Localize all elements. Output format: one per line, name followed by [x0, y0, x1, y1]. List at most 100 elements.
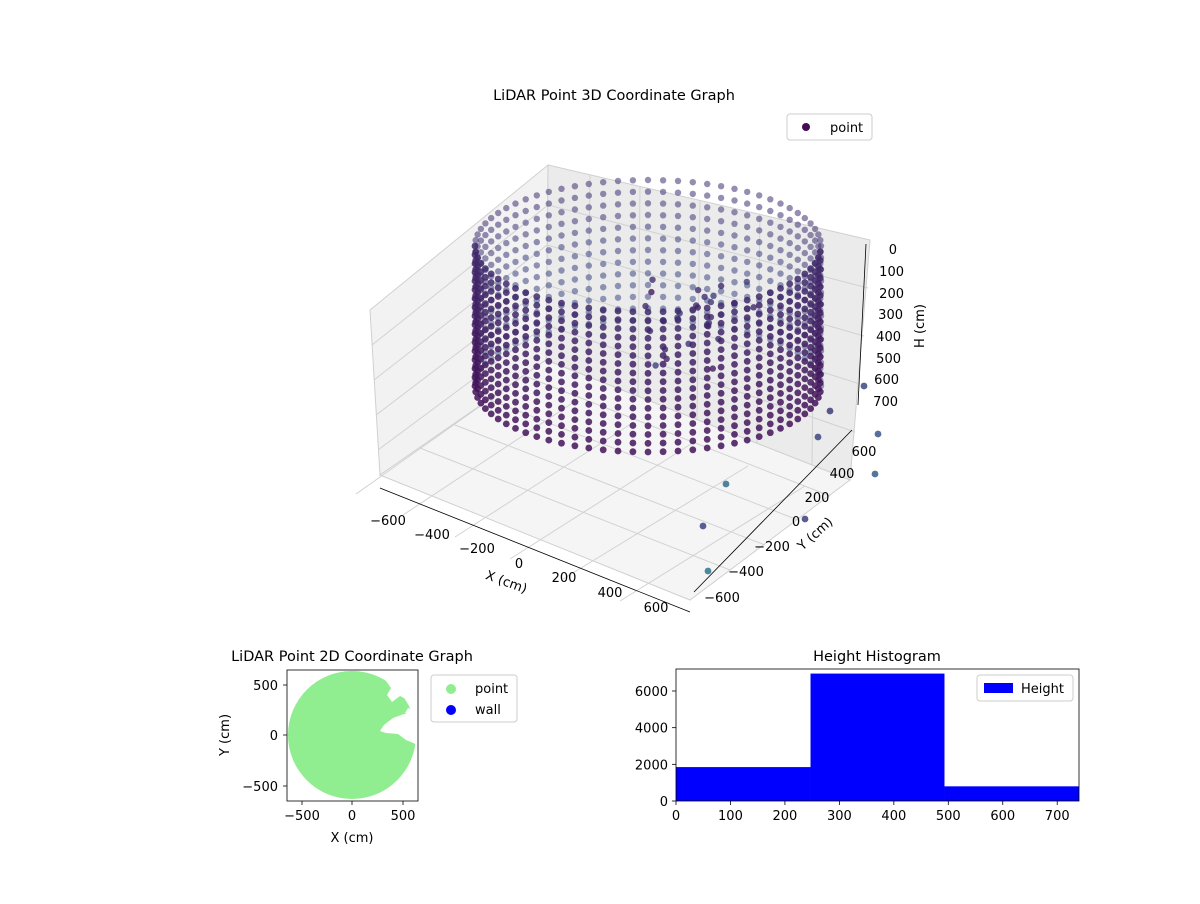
point-3d [660, 259, 666, 265]
x-tick-label: −600 [370, 514, 406, 529]
point-3d [660, 177, 666, 183]
point-3d [585, 383, 592, 390]
point-3d [558, 431, 565, 438]
point-3d [777, 294, 784, 301]
point-3d [807, 232, 813, 238]
point-3d [767, 429, 774, 436]
point-3d [600, 214, 606, 220]
point-3d [615, 260, 621, 266]
point-3d [718, 390, 725, 397]
point-3d [545, 358, 552, 365]
point-3d [522, 429, 529, 436]
legend-2d: point wall [431, 675, 517, 722]
point-3d [545, 305, 552, 312]
point-3d [558, 197, 564, 203]
point-3d [534, 227, 540, 233]
point-3d [777, 259, 783, 265]
point-3d [807, 265, 814, 272]
point-3d [731, 209, 737, 215]
point-3d [675, 213, 681, 219]
x-2d-tick-label: 0 [348, 809, 356, 824]
point-3d [572, 442, 579, 449]
histogram-y-tick-label: 4000 [635, 722, 668, 737]
histogram-y-tick-label: 2000 [635, 758, 668, 773]
point-3d [503, 368, 510, 375]
point-3d [645, 370, 652, 377]
point-3d [718, 183, 724, 189]
point-3d [572, 381, 579, 388]
point-3d [718, 399, 725, 406]
point-3d [786, 412, 793, 419]
point-3d [701, 294, 707, 300]
point-3d [645, 396, 652, 403]
point-3d [642, 303, 648, 309]
point-3d [558, 352, 565, 359]
point-3d [533, 354, 540, 361]
h-tick-label: 700 [873, 395, 898, 410]
point-3d [600, 359, 607, 366]
point-3d [600, 284, 606, 290]
point-3d [572, 337, 579, 344]
point-3d [675, 190, 681, 196]
point-3d [558, 335, 565, 342]
point-3d [787, 275, 793, 281]
point-3d [756, 433, 763, 440]
point-3d [731, 414, 738, 421]
point-3d [572, 230, 578, 236]
point-3d [731, 396, 738, 403]
point-3d [756, 286, 762, 292]
histogram-x-tick-label: 400 [881, 809, 906, 824]
point-3d [572, 253, 578, 259]
point-3d [704, 366, 711, 373]
h-tick-label: 600 [874, 373, 899, 388]
point-3d [512, 270, 518, 276]
point-3d [744, 367, 751, 374]
histogram-bar [811, 674, 945, 801]
point-3d [585, 392, 592, 399]
point-3d [488, 367, 495, 374]
point-3d [495, 210, 501, 216]
point-3d [718, 425, 725, 432]
point-3d [534, 286, 540, 292]
point-3d [652, 362, 658, 368]
point-3d [495, 354, 502, 361]
point-3d [777, 200, 783, 206]
point-3d [472, 356, 479, 363]
x-tick-label: 200 [552, 571, 577, 586]
point-3d [704, 392, 711, 399]
point-3d [767, 266, 773, 272]
point-3d [522, 342, 529, 349]
point-3d [512, 399, 519, 406]
point-3d [488, 393, 495, 400]
point-3d [585, 322, 592, 329]
point-3d [675, 236, 681, 242]
point-3d [786, 394, 793, 401]
point-3d [495, 302, 502, 309]
point-3d [704, 331, 711, 338]
point-3d [731, 440, 738, 447]
point-3d [630, 335, 637, 342]
point-3d [807, 244, 813, 250]
point-3d [615, 213, 621, 219]
point-3d [786, 368, 793, 375]
point-3d [787, 263, 793, 269]
point-3d [660, 317, 667, 324]
point-3d [645, 309, 652, 316]
legend-2d-marker-wall [446, 705, 456, 715]
point-3d [488, 402, 495, 409]
point-3d [534, 192, 540, 198]
point-3d [572, 311, 579, 318]
point-3d [488, 358, 495, 365]
point-3d [718, 381, 725, 388]
point-3d [718, 364, 725, 371]
point-3d [645, 247, 651, 253]
point-3d [630, 413, 637, 420]
point-3d [660, 282, 666, 288]
point-3d [660, 335, 667, 342]
point-3d [545, 375, 552, 382]
point-3d [675, 308, 682, 315]
point-3d [744, 410, 751, 417]
point-3d [794, 381, 801, 388]
point-3d [585, 410, 592, 417]
point-3d [615, 378, 622, 385]
